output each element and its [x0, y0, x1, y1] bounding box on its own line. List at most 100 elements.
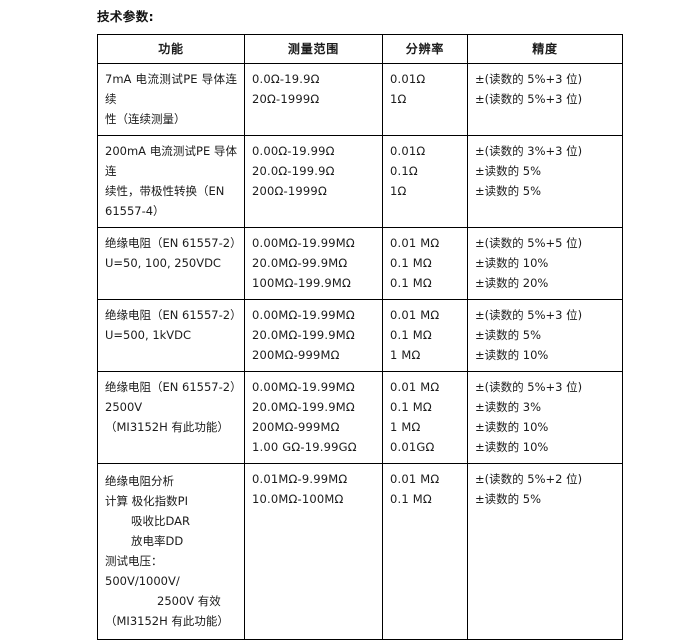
accuracy-line: ±(读数的 5%+5 位): [475, 236, 583, 250]
resolution-line: 0.01 MΩ: [390, 380, 440, 394]
resolution-line: 0.01Ω: [390, 144, 426, 158]
cell-resolution: 0.01Ω 0.1Ω 1Ω: [382, 135, 468, 228]
cell-function: 绝缘电阻（EN 61557-2） 2500V （MI3152H 有此功能）: [97, 371, 245, 464]
table-row: 绝缘电阻（EN 61557-2） 2500V （MI3152H 有此功能） 0.…: [97, 371, 623, 464]
table-header-row: 功能 测量范围 分辨率 精度: [97, 34, 623, 64]
resolution-line: 0.1 MΩ: [390, 492, 432, 506]
function-line: U=50, 100, 250VDC: [105, 256, 221, 270]
range-line: 0.0Ω-19.9Ω: [252, 72, 320, 86]
cell-accuracy: ±(读数的 5%+3 位) ±读数的 5% ±读数的 10%: [467, 299, 623, 372]
cell-resolution: 0.01 MΩ 0.1 MΩ 1 MΩ: [382, 299, 468, 372]
cell-resolution: 0.01 MΩ 0.1 MΩ: [382, 463, 468, 640]
function-line: 续性，带极性转换（EN: [105, 184, 225, 198]
resolution-line: 1Ω: [390, 184, 407, 198]
resolution-line: 0.1Ω: [390, 164, 418, 178]
function-line: 7mA 电流测试PE 导体连续: [105, 72, 237, 106]
range-line: 0.00MΩ-19.99MΩ: [252, 236, 355, 250]
function-line: 2500V 有效: [157, 594, 221, 608]
table-row: 7mA 电流测试PE 导体连续 性（连续测量） 0.0Ω-19.9Ω 20Ω-1…: [97, 63, 623, 136]
function-line: 200mA 电流测试PE 导体连: [105, 144, 237, 178]
cell-function: 绝缘电阻（EN 61557-2） U=500, 1kVDC: [97, 299, 245, 372]
document-page: 技术参数: 功能 测量范围 分辨率 精度 7mA 电流测试PE 导体连续: [97, 9, 623, 640]
cell-accuracy: ±(读数的 5%+2 位) ±读数的 5%: [467, 463, 623, 640]
function-line: 61557-4）: [105, 204, 165, 218]
accuracy-line: ±读数的 10%: [475, 420, 549, 434]
cell-accuracy: ±(读数的 5%+5 位) ±读数的 10% ±读数的 20%: [467, 227, 623, 300]
range-line: 0.01MΩ-9.99MΩ: [252, 472, 348, 486]
range-line: 1.00 GΩ-19.99GΩ: [252, 440, 357, 454]
range-line: 200MΩ-999MΩ: [252, 348, 340, 362]
technical-specifications-table: 功能 测量范围 分辨率 精度 7mA 电流测试PE 导体连续 性（连续测量） 0…: [97, 34, 623, 640]
table-row: 绝缘电阻分析 计算 极化指数PI 吸收比DAR 放电率DD 测试电压：500V/…: [97, 463, 623, 640]
table-body: 7mA 电流测试PE 导体连续 性（连续测量） 0.0Ω-19.9Ω 20Ω-1…: [97, 63, 623, 640]
accuracy-line: ±读数的 5%: [475, 184, 542, 198]
accuracy-line: ±(读数的 5%+3 位): [475, 72, 583, 86]
accuracy-line: ±(读数的 5%+3 位): [475, 308, 583, 322]
cell-accuracy: ±(读数的 5%+3 位) ±读数的 3% ±读数的 10% ±读数的 10%: [467, 371, 623, 464]
resolution-line: 0.1 MΩ: [390, 256, 432, 270]
function-line-note: （MI3152H 有此功能）: [105, 420, 229, 434]
resolution-line: 0.01 MΩ: [390, 308, 440, 322]
cell-resolution: 0.01Ω 1Ω: [382, 63, 468, 136]
accuracy-line: ±读数的 5%: [475, 164, 542, 178]
resolution-line: 0.1 MΩ: [390, 276, 432, 290]
cell-range: 0.00MΩ-19.99MΩ 20.0MΩ-199.9MΩ 200MΩ-999M…: [244, 371, 383, 464]
function-line: 绝缘电阻分析: [105, 474, 174, 488]
function-line: 计算 极化指数PI: [105, 494, 188, 508]
range-line: 0.00MΩ-19.99MΩ: [252, 380, 355, 394]
range-line: 20Ω-1999Ω: [252, 92, 320, 106]
cell-function: 绝缘电阻（EN 61557-2） U=50, 100, 250VDC: [97, 227, 245, 300]
function-line-note: （MI3152H 有此功能）: [105, 614, 229, 628]
cell-range: 0.00Ω-19.99Ω 20.0Ω-199.9Ω 200Ω-1999Ω: [244, 135, 383, 228]
column-header-resolution: 分辨率: [382, 34, 468, 64]
cell-accuracy: ±(读数的 3%+3 位) ±读数的 5% ±读数的 5%: [467, 135, 623, 228]
function-line: 2500V: [105, 400, 143, 414]
cell-resolution: 0.01 MΩ 0.1 MΩ 0.1 MΩ: [382, 227, 468, 300]
function-line: 绝缘电阻（EN 61557-2）: [105, 308, 242, 322]
cell-resolution: 0.01 MΩ 0.1 MΩ 1 MΩ 0.01GΩ: [382, 371, 468, 464]
cell-function: 200mA 电流测试PE 导体连 续性，带极性转换（EN 61557-4）: [97, 135, 245, 228]
accuracy-line: ±(读数的 5%+3 位): [475, 380, 583, 394]
resolution-line: 0.01GΩ: [390, 440, 435, 454]
function-line: 绝缘电阻（EN 61557-2）: [105, 236, 242, 250]
accuracy-line: ±读数的 10%: [475, 348, 549, 362]
accuracy-line: ±读数的 5%: [475, 328, 542, 342]
table-row: 绝缘电阻（EN 61557-2） U=50, 100, 250VDC 0.00M…: [97, 227, 623, 300]
accuracy-line: ±读数的 10%: [475, 440, 549, 454]
resolution-line: 1 MΩ: [390, 348, 421, 362]
table-row: 绝缘电阻（EN 61557-2） U=500, 1kVDC 0.00MΩ-19.…: [97, 299, 623, 372]
resolution-line: 0.01 MΩ: [390, 472, 440, 486]
resolution-line: 1 MΩ: [390, 420, 421, 434]
range-line: 100MΩ-199.9MΩ: [252, 276, 352, 290]
cell-function: 7mA 电流测试PE 导体连续 性（连续测量）: [97, 63, 245, 136]
resolution-line: 0.1 MΩ: [390, 400, 432, 414]
table-row: 200mA 电流测试PE 导体连 续性，带极性转换（EN 61557-4） 0.…: [97, 135, 623, 228]
range-line: 0.00Ω-19.99Ω: [252, 144, 335, 158]
cell-range: 0.00MΩ-19.99MΩ 20.0MΩ-199.9MΩ 200MΩ-999M…: [244, 299, 383, 372]
range-line: 200Ω-1999Ω: [252, 184, 327, 198]
accuracy-line: ±读数的 5%: [475, 492, 542, 506]
cell-accuracy: ±(读数的 5%+3 位) ±(读数的 5%+3 位): [467, 63, 623, 136]
range-line: 20.0MΩ-99.9MΩ: [252, 256, 348, 270]
resolution-line: 0.01 MΩ: [390, 236, 440, 250]
column-header-function: 功能: [97, 34, 245, 64]
accuracy-line: ±读数的 3%: [475, 400, 542, 414]
resolution-line: 0.1 MΩ: [390, 328, 432, 342]
function-line: 吸收比DAR: [131, 514, 191, 528]
column-header-accuracy: 精度: [467, 34, 623, 64]
range-line: 0.00MΩ-19.99MΩ: [252, 308, 355, 322]
range-line: 10.0MΩ-100MΩ: [252, 492, 344, 506]
range-line: 20.0MΩ-199.9MΩ: [252, 328, 355, 342]
accuracy-line: ±(读数的 5%+3 位): [475, 92, 583, 106]
table-header: 功能 测量范围 分辨率 精度: [97, 34, 623, 64]
cell-function: 绝缘电阻分析 计算 极化指数PI 吸收比DAR 放电率DD 测试电压：500V/…: [97, 463, 245, 640]
accuracy-line: ±读数的 10%: [475, 256, 549, 270]
resolution-line: 0.01Ω: [390, 72, 426, 86]
function-line: 性（连续测量）: [105, 112, 186, 126]
accuracy-line: ±(读数的 3%+3 位): [475, 144, 583, 158]
range-line: 20.0Ω-199.9Ω: [252, 164, 335, 178]
accuracy-line: ±(读数的 5%+2 位): [475, 472, 583, 486]
range-line: 20.0MΩ-199.9MΩ: [252, 400, 355, 414]
range-line: 200MΩ-999MΩ: [252, 420, 340, 434]
function-line: U=500, 1kVDC: [105, 328, 192, 342]
